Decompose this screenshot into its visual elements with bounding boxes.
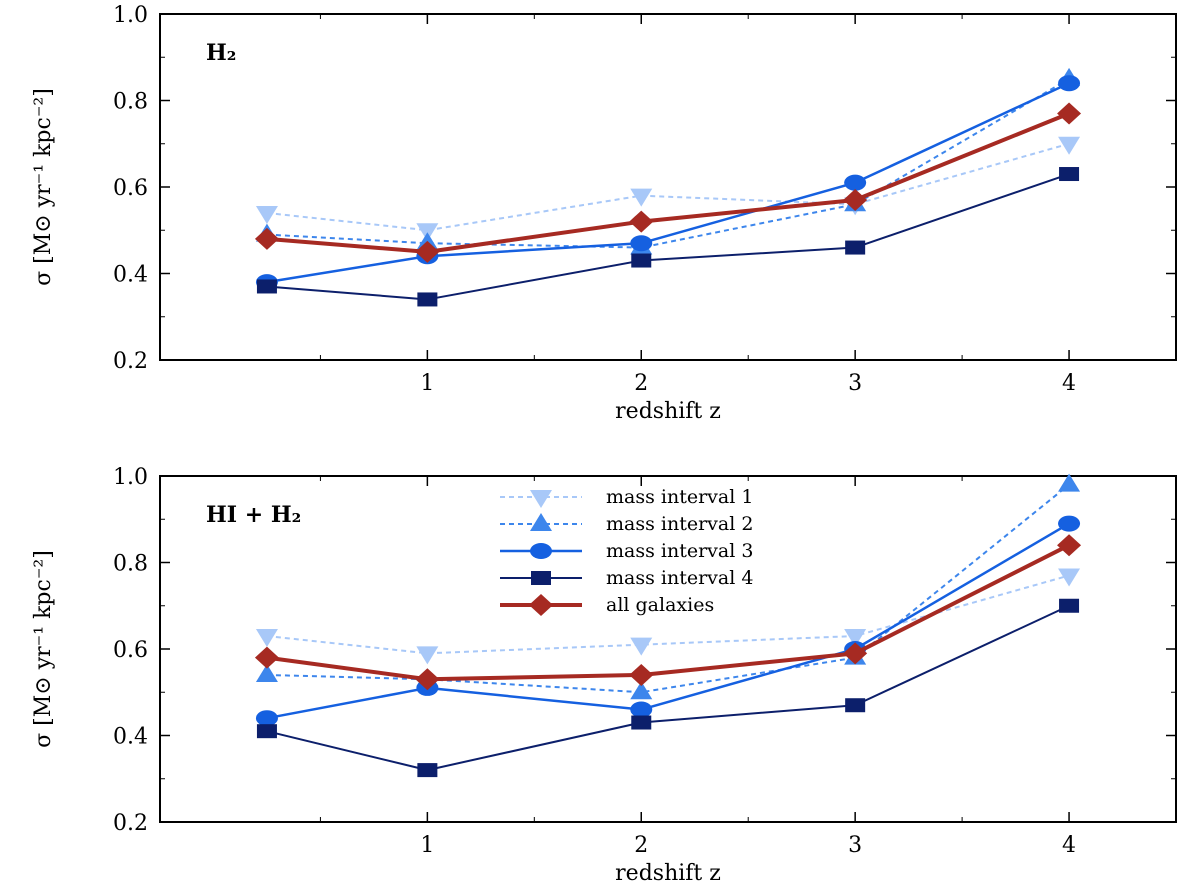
legend-entry: mass interval 4 — [606, 567, 753, 589]
data-point — [1059, 167, 1080, 182]
data-point — [1058, 473, 1081, 492]
chart-panel-1: 0.2 0.4 0.6 0.8 1.0 1 2 3 4 redshift z σ [M⊙ yr⁻¹ … — [31, 3, 1177, 424]
data-point — [255, 205, 278, 224]
legend-entry: mass interval 1 — [606, 486, 753, 508]
data-point — [416, 646, 439, 665]
x-tick-label: 1 — [420, 833, 434, 858]
series-line — [266, 82, 1070, 284]
data-point — [1058, 515, 1081, 532]
data-point — [843, 642, 868, 665]
data-point — [417, 292, 438, 307]
data-point — [845, 240, 866, 255]
y-tick-label: 0.8 — [113, 552, 148, 577]
legend-marker — [531, 571, 551, 585]
series-line — [266, 604, 1070, 772]
y-tick-label: 1.0 — [113, 465, 148, 490]
legend: mass interval 1 mass interval 2 mass inter… — [500, 486, 753, 616]
y-axis-label: σ [M⊙ yr⁻¹ kpc⁻²] — [31, 550, 56, 748]
data-point — [1057, 534, 1082, 557]
x-tick-label: 3 — [848, 833, 862, 858]
data-point — [843, 188, 868, 211]
legend-marker — [530, 490, 552, 508]
data-point — [631, 253, 652, 268]
x-axis-label: redshift z — [615, 861, 721, 885]
data-point — [630, 235, 653, 252]
data-point — [630, 188, 653, 207]
data-point — [256, 724, 277, 739]
data-point — [417, 763, 438, 778]
data-point — [1058, 568, 1081, 587]
y-tick-label: 0.4 — [113, 725, 148, 750]
data-point — [256, 279, 277, 294]
series-2 — [255, 67, 1081, 255]
x-tick-label: 1 — [420, 371, 434, 396]
data-point — [255, 663, 278, 682]
legend-entry: mass interval 3 — [606, 540, 753, 562]
legend-marker — [530, 543, 552, 559]
series-4 — [256, 598, 1080, 778]
series-3 — [255, 515, 1081, 727]
data-point — [630, 681, 653, 700]
x-axis-label: redshift z — [615, 399, 721, 424]
series-1 — [255, 136, 1081, 242]
x-tick-label: 4 — [1062, 371, 1076, 396]
legend-marker — [530, 513, 552, 531]
data-point — [630, 701, 653, 718]
x-tick-label: 2 — [634, 371, 648, 396]
data-point — [629, 663, 654, 686]
y-tick-label: 0.6 — [113, 638, 148, 663]
y-tick-label: 0.4 — [113, 263, 148, 288]
data-point — [845, 698, 866, 713]
y-axis-label: σ [M⊙ yr⁻¹ kpc⁻²] — [31, 88, 56, 286]
data-point — [415, 240, 440, 263]
data-point — [631, 715, 652, 730]
y-tick-label: 0.2 — [113, 349, 148, 374]
legend-marker — [529, 594, 553, 616]
plot-frame — [159, 13, 1177, 361]
chart-panel-2: 0.2 0.4 0.6 0.8 1.0 1 2 3 4 redshift z σ [M⊙ yr⁻¹ … — [31, 465, 1177, 885]
data-point — [629, 210, 654, 233]
data-point — [844, 174, 867, 191]
x-tick-label: 3 — [848, 371, 862, 396]
series-line — [266, 111, 1070, 254]
series-1 — [255, 568, 1081, 665]
y-tick-label: 1.0 — [113, 3, 148, 28]
y-tick-label: 0.8 — [113, 90, 148, 115]
legend-entry: mass interval 2 — [606, 513, 753, 535]
series-line — [266, 78, 1070, 249]
series-4 — [256, 167, 1080, 307]
data-point — [844, 629, 867, 648]
data-point — [1057, 102, 1082, 125]
legend-entry: all galaxies — [606, 594, 714, 616]
x-tick-label: 2 — [634, 833, 648, 858]
data-point — [254, 646, 279, 669]
series-5 — [254, 102, 1082, 263]
y-tick-label: 0.6 — [113, 176, 148, 201]
data-point — [1058, 75, 1081, 92]
data-point — [255, 629, 278, 648]
data-point — [255, 710, 278, 727]
x-tick-label: 4 — [1062, 833, 1076, 858]
panel-label: H₂ — [206, 40, 236, 66]
data-point — [254, 227, 279, 250]
data-point — [1059, 598, 1080, 613]
data-point — [1058, 136, 1081, 155]
y-tick-label: 0.2 — [113, 811, 148, 836]
data-point — [415, 668, 440, 691]
panel-label: HI + H₂ — [206, 502, 301, 528]
series-5 — [254, 534, 1082, 691]
data-point — [630, 637, 653, 656]
